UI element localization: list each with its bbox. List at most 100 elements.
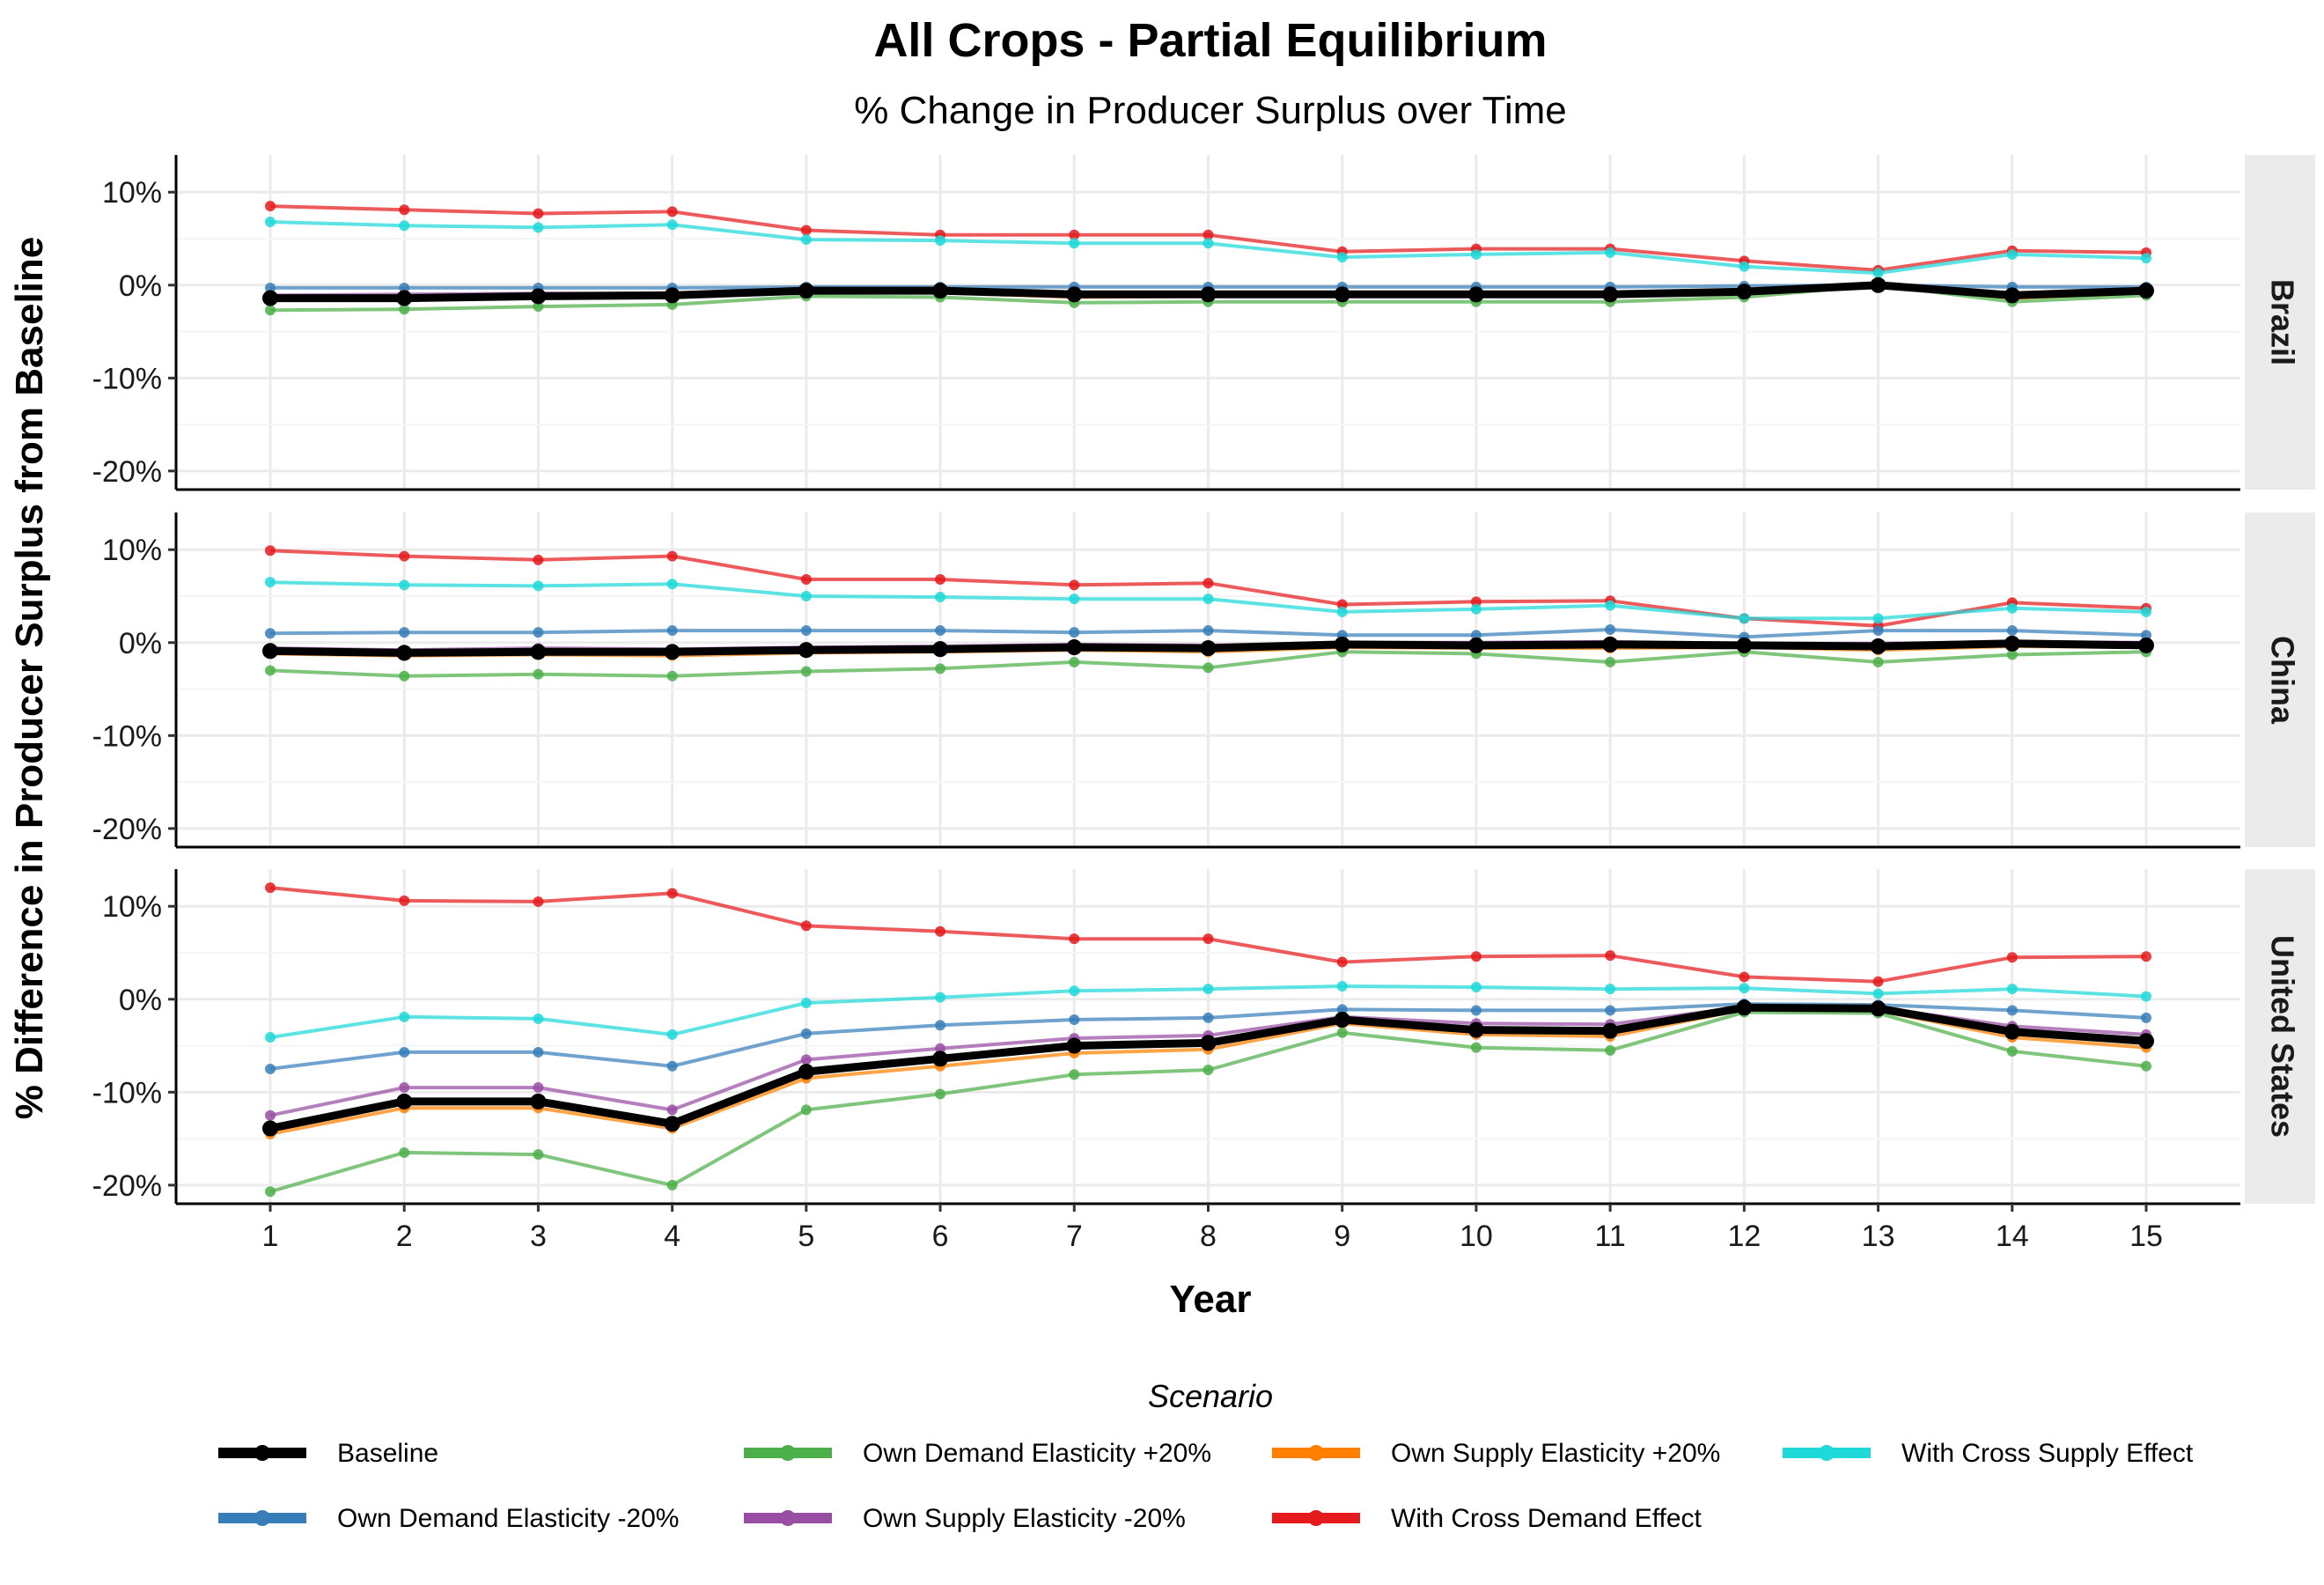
x-axis-title: Year (1170, 1278, 1252, 1321)
data-point (1470, 603, 1482, 615)
data-point (265, 1063, 276, 1074)
x-tick-label: 12 (1727, 1220, 1761, 1253)
data-point (2006, 984, 2018, 995)
data-point (1066, 1037, 1083, 1054)
data-point (1336, 599, 1348, 610)
facet-strip-label: China (2264, 636, 2300, 725)
data-point (666, 888, 678, 899)
data-point (1069, 579, 1080, 591)
data-point (1066, 286, 1083, 303)
data-point (399, 1146, 410, 1158)
data-point (1200, 1035, 1217, 1051)
data-point (533, 668, 544, 680)
y-tick-label: -10% (92, 362, 162, 395)
data-point (1470, 596, 1482, 608)
data-point (932, 1051, 949, 1067)
data-point (2141, 951, 2151, 962)
data-point (1605, 247, 1616, 258)
data-point (800, 1028, 812, 1039)
data-point (1605, 600, 1616, 611)
x-tick-label: 5 (798, 1220, 814, 1253)
data-point (1605, 624, 1616, 635)
data-point (2004, 1023, 2020, 1040)
y-tick-label: 10% (102, 534, 162, 567)
data-point (1872, 988, 1884, 999)
data-point (533, 301, 544, 313)
data-point (666, 1179, 678, 1191)
x-tick-label: 4 (664, 1220, 680, 1253)
legend-label: Own Demand Elasticity +20% (863, 1439, 1211, 1468)
y-tick-label: -10% (92, 1076, 162, 1110)
x-tick-label: 7 (1066, 1220, 1083, 1253)
data-point (265, 577, 276, 588)
data-point (2006, 248, 2018, 260)
data-point (1605, 656, 1616, 667)
data-point (1069, 627, 1080, 638)
data-point (1336, 956, 1348, 968)
data-point (399, 670, 410, 682)
data-point (935, 574, 946, 585)
x-tick-label: 10 (1460, 1220, 1493, 1253)
data-point (1470, 248, 1482, 260)
data-point (800, 998, 812, 1008)
data-point (800, 574, 812, 585)
data-point (666, 219, 678, 231)
data-point (262, 1120, 278, 1137)
data-point (2141, 253, 2151, 264)
data-point (530, 1093, 547, 1110)
data-point (935, 1020, 946, 1031)
data-point (1200, 286, 1217, 303)
legend-key-point (254, 1445, 270, 1461)
facet-strip-label: Brazil (2264, 279, 2300, 365)
data-point (399, 220, 410, 232)
data-point (1069, 656, 1080, 667)
data-point (265, 201, 276, 212)
data-point (1872, 625, 1884, 637)
data-point (1202, 593, 1214, 605)
data-point (533, 1013, 544, 1024)
data-point (1202, 625, 1214, 637)
data-point (1870, 276, 1886, 293)
data-point (265, 882, 276, 894)
data-point (666, 206, 678, 217)
data-point (1467, 286, 1484, 303)
data-point (800, 591, 812, 601)
data-point (399, 579, 410, 591)
data-point (2138, 1033, 2154, 1050)
data-point (1736, 284, 1753, 300)
legend-item-with-cross-demand-effect: With Cross Demand Effect (1272, 1504, 1703, 1533)
data-point (1870, 1000, 1886, 1017)
data-point (1467, 637, 1484, 653)
legend-key-point (254, 1510, 270, 1526)
data-point (800, 920, 812, 932)
data-point (2006, 1005, 2018, 1016)
data-point (1069, 229, 1080, 240)
data-point (2138, 283, 2154, 299)
data-point (533, 1082, 544, 1094)
data-point (1334, 1012, 1350, 1028)
data-point (1336, 1004, 1348, 1015)
legend-item-baseline: Baseline (218, 1439, 438, 1468)
series-with-cross-supply-effect (265, 577, 2151, 624)
data-point (1069, 985, 1080, 997)
series-baseline (262, 276, 2154, 306)
series-baseline (262, 635, 2154, 661)
data-point (533, 554, 544, 565)
y-tick-label: -10% (92, 719, 162, 753)
data-point (265, 628, 276, 639)
series-with-cross-supply-effect (265, 217, 2151, 279)
chart-title: All Crops - Partial Equilibrium (873, 14, 1547, 67)
data-point (1069, 933, 1080, 945)
data-point (932, 641, 949, 658)
data-point (2141, 630, 2151, 641)
data-point (533, 896, 544, 907)
data-point (1334, 636, 1350, 652)
series-own-demand-elasticity-20pct (265, 624, 2151, 643)
data-point (1872, 613, 1884, 624)
x-tick-label: 3 (530, 1220, 547, 1253)
data-point (2006, 649, 2018, 660)
facet-strip-label: United States (2264, 935, 2300, 1138)
